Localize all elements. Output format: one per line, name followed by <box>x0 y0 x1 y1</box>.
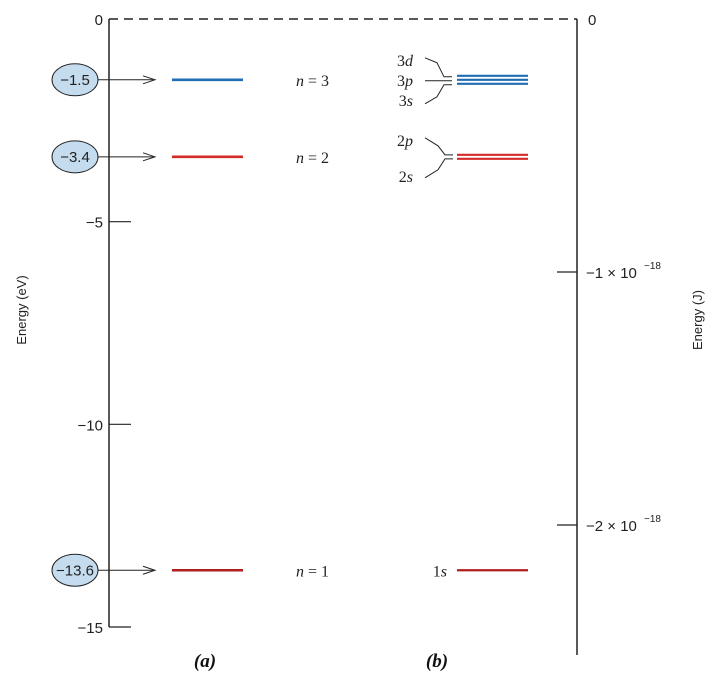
subshell-letter: s <box>407 93 413 110</box>
subshell-letter: s <box>407 169 413 186</box>
subshell-number: 2 <box>399 169 407 186</box>
n-value: = 2 <box>304 150 329 167</box>
subshell-label: 3d <box>397 53 414 70</box>
subshell-number: 3 <box>397 53 405 70</box>
panel-b-caption: (b) <box>426 651 448 672</box>
right-axis-title: Energy (J) <box>690 290 705 350</box>
right-tick-exponent: −18 <box>644 261 661 272</box>
right-tick-label: 0 <box>588 12 596 29</box>
left-tick-label: −15 <box>78 620 103 637</box>
right-tick-label: −1 × 10 <box>586 265 637 282</box>
level-n-label: n = 1 <box>296 563 329 580</box>
subshell-number: 3 <box>399 93 407 110</box>
right-tick-exponent: −18 <box>644 514 661 525</box>
n-symbol: n <box>296 150 304 167</box>
n-value: = 3 <box>304 73 329 90</box>
left-tick-label: −10 <box>78 417 103 434</box>
subshell-number: 3 <box>397 73 405 90</box>
subshell-connector <box>424 57 452 78</box>
subshell-letter: s <box>441 563 447 580</box>
level-value-label: −1.5 <box>60 72 90 89</box>
left-axis-title: Energy (eV) <box>14 275 29 344</box>
subshell-label: 3p <box>397 73 413 90</box>
subshell-number: 1 <box>433 563 441 580</box>
subshell-label: 3s <box>399 93 413 110</box>
subshell-label: 1s <box>433 563 447 580</box>
subshell-label: 2s <box>399 169 413 186</box>
level-n-label: n = 2 <box>296 150 329 167</box>
right-tick-label: −2 × 10 <box>586 518 637 535</box>
left-tick-label: 0 <box>95 12 103 29</box>
subshell-connector <box>424 158 453 179</box>
n-symbol: n <box>296 563 304 580</box>
arrow-head-icon <box>142 565 157 575</box>
arrow-head-icon <box>142 75 157 85</box>
left-tick-label: −5 <box>86 215 103 232</box>
n-value: = 1 <box>304 563 329 580</box>
subshell-connector <box>424 137 453 156</box>
panel-a-caption: (a) <box>194 651 216 672</box>
level-n-label: n = 3 <box>296 73 329 90</box>
subshell-connector <box>424 84 452 105</box>
n-symbol: n <box>296 73 304 90</box>
subshell-letter: p <box>404 73 413 90</box>
level-value-label: −3.4 <box>60 149 90 166</box>
arrow-head-icon <box>142 152 157 162</box>
level-value-label: −13.6 <box>56 562 94 579</box>
subshell-number: 2 <box>397 133 405 150</box>
subshell-label: 2p <box>397 133 413 150</box>
subshell-letter: p <box>404 133 413 150</box>
subshell-letter: d <box>405 53 414 70</box>
